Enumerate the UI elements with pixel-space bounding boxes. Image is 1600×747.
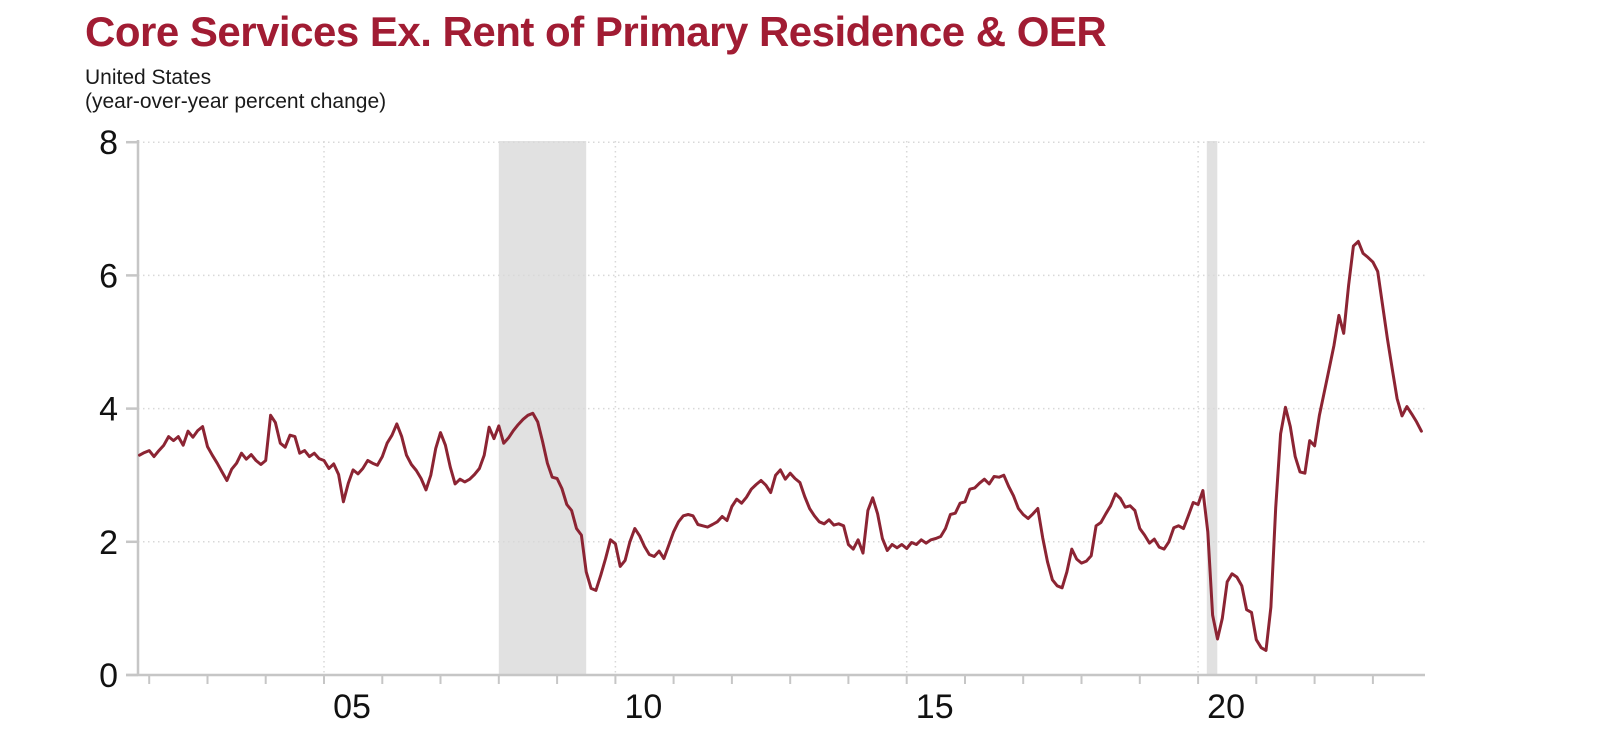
- x-tick-label: 05: [333, 688, 371, 726]
- series-line: [138, 239, 1423, 652]
- x-tick-label: 20: [1207, 688, 1245, 726]
- chart-title: Core Services Ex. Rent of Primary Reside…: [85, 8, 1107, 55]
- y-tick-label: 6: [99, 257, 118, 295]
- y-tick-label: 4: [99, 391, 118, 429]
- recession-band: [1206, 141, 1218, 675]
- chart-subtitle-region: United States: [85, 66, 212, 89]
- y-tick-label: 8: [99, 124, 118, 162]
- y-tick-label: 2: [99, 524, 118, 562]
- x-tick-label: 15: [916, 688, 954, 726]
- chart-subtitle-units: (year-over-year percent change): [85, 90, 387, 113]
- y-tick-label: 0: [99, 657, 118, 695]
- x-tick-label: 10: [624, 688, 662, 726]
